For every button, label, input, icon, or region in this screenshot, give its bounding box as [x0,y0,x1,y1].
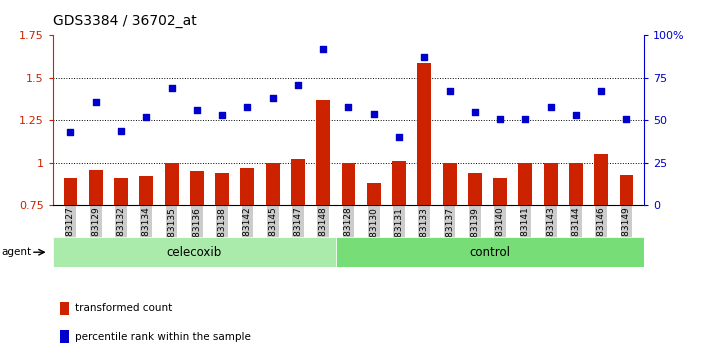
Point [494,116,505,121]
Text: celecoxib: celecoxib [167,246,222,259]
Point [570,113,582,118]
Bar [139,176,153,205]
Bar [53,237,336,267]
Point [394,135,405,140]
Text: transformed count: transformed count [75,303,172,313]
Point [292,82,303,87]
Bar [316,100,330,205]
Bar [367,183,381,205]
Point [241,104,253,110]
Bar [336,237,644,267]
Point [115,128,127,133]
Point [318,46,329,52]
Bar [165,163,179,205]
Bar [341,163,356,205]
Bar [518,163,532,205]
Bar [543,163,558,205]
Text: control: control [470,246,510,259]
Bar [291,159,305,205]
Point [520,116,531,121]
Bar [443,163,456,205]
Bar [468,173,482,205]
Point [90,99,101,104]
Bar [215,173,229,205]
Bar [620,175,634,205]
Bar [392,161,406,205]
Point [596,88,607,94]
Bar [265,163,279,205]
Point [65,130,76,135]
Bar [569,163,583,205]
Text: percentile rank within the sample: percentile rank within the sample [75,332,251,342]
Point [267,96,278,101]
Bar [190,171,203,205]
Point [141,114,152,120]
Bar [417,63,432,205]
Bar [241,168,254,205]
Point [419,55,430,60]
Point [545,104,556,110]
Point [368,111,379,116]
Bar [63,178,77,205]
Bar [89,170,103,205]
Point [469,109,480,115]
Point [343,104,354,110]
Text: agent: agent [1,247,32,257]
Point [444,88,455,94]
Point [166,85,177,91]
Bar [494,178,507,205]
Bar [594,154,608,205]
Bar [114,178,128,205]
Point [217,113,228,118]
Point [621,116,632,121]
Text: GDS3384 / 36702_at: GDS3384 / 36702_at [53,14,196,28]
Point [191,107,203,113]
